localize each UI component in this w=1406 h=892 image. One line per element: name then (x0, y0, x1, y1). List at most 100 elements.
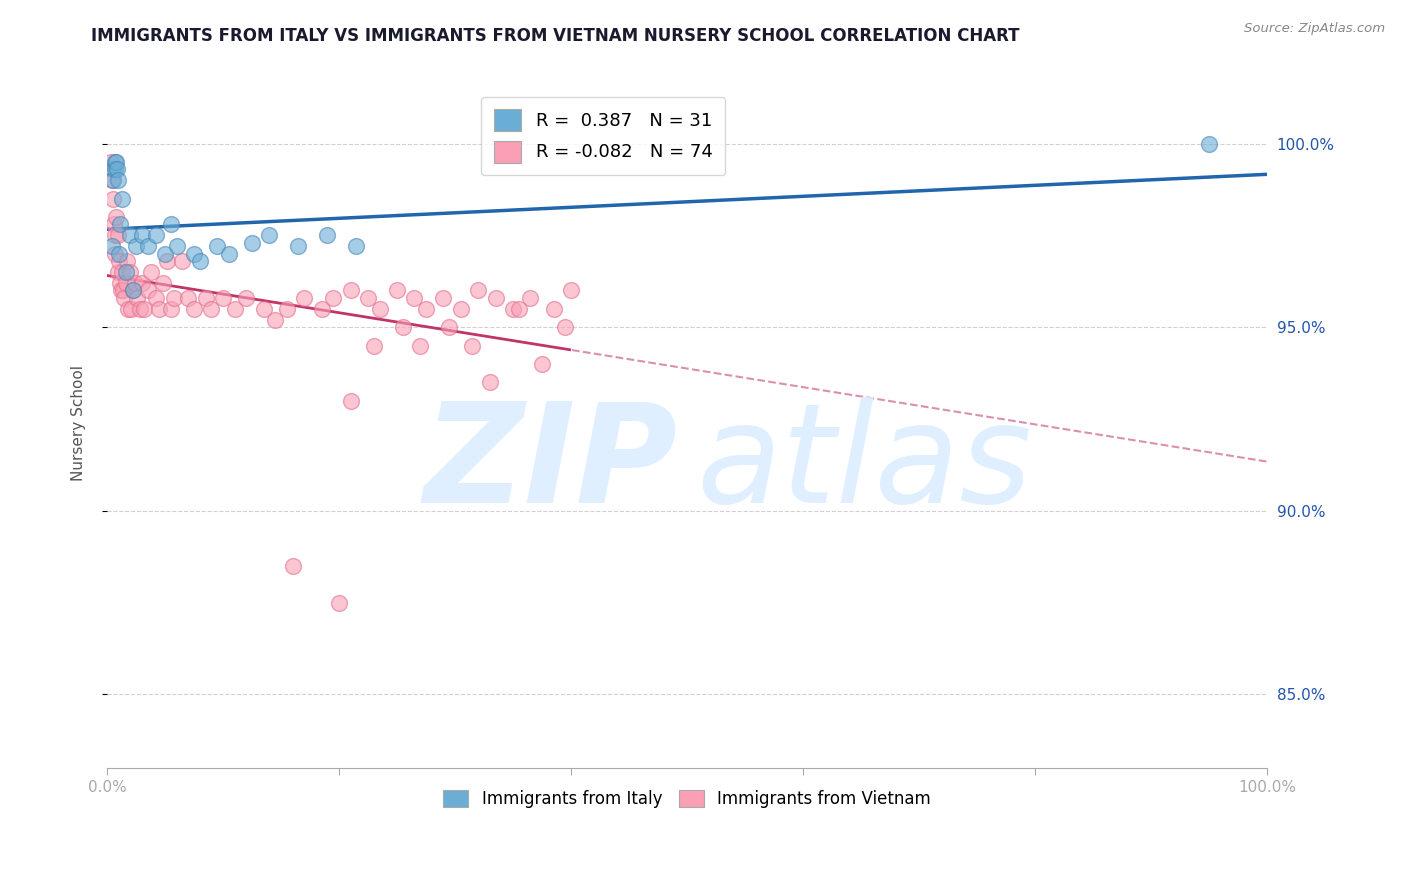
Point (1198, 136, 1220, 151)
Point (160, 301, 183, 316)
Point (108, 218, 131, 232)
Point (107, 265, 129, 279)
Point (107, 254, 129, 268)
Point (363, 338, 385, 352)
Point (485, 291, 508, 305)
Point (292, 291, 315, 305)
Point (107, 246, 129, 260)
Point (259, 228, 281, 243)
Point (105, 155, 128, 169)
Point (141, 265, 163, 279)
Point (104, 162, 127, 177)
Point (339, 393, 361, 408)
Point (194, 291, 217, 305)
Point (145, 228, 167, 243)
Point (392, 320, 415, 334)
Point (121, 284, 143, 298)
Point (166, 239, 188, 253)
Point (148, 301, 170, 316)
Point (136, 239, 159, 253)
Point (134, 301, 156, 316)
Point (100, 173, 122, 187)
Text: IMMIGRANTS FROM ITALY VS IMMIGRANTS FROM VIETNAM NURSERY SCHOOL CORRELATION CHAR: IMMIGRANTS FROM ITALY VS IMMIGRANTS FROM… (91, 27, 1019, 45)
Text: ZIP: ZIP (423, 397, 678, 532)
Point (160, 218, 183, 232)
Point (432, 291, 454, 305)
Point (235, 291, 257, 305)
Point (100, 155, 122, 169)
Point (461, 338, 484, 352)
Point (281, 558, 304, 573)
Point (409, 338, 432, 352)
Point (104, 155, 127, 169)
Point (224, 301, 246, 316)
Point (502, 301, 524, 316)
Point (120, 301, 142, 316)
Point (136, 284, 159, 298)
Point (104, 228, 127, 243)
Point (183, 301, 205, 316)
Point (101, 192, 124, 206)
Point (124, 276, 146, 290)
Point (328, 596, 350, 610)
Point (121, 284, 143, 298)
Point (287, 239, 309, 253)
Point (172, 254, 194, 268)
Point (156, 254, 179, 268)
Point (357, 291, 380, 305)
Point (311, 301, 333, 316)
Point (114, 291, 136, 305)
Point (478, 376, 501, 390)
Point (450, 301, 472, 316)
Point (200, 301, 222, 316)
Point (212, 291, 235, 305)
Text: atlas: atlas (696, 397, 1032, 532)
Text: Source: ZipAtlas.com: Source: ZipAtlas.com (1244, 22, 1385, 36)
Point (114, 265, 136, 279)
Point (112, 284, 135, 298)
Point (163, 291, 186, 305)
Point (107, 173, 129, 187)
Point (276, 301, 298, 316)
Point (103, 173, 125, 187)
Point (415, 301, 437, 316)
Point (339, 284, 361, 298)
Point (117, 301, 139, 316)
Point (560, 284, 582, 298)
Point (120, 228, 142, 243)
Point (183, 246, 205, 260)
Point (145, 291, 167, 305)
Point (128, 301, 150, 316)
Point (125, 239, 148, 253)
Point (111, 265, 134, 279)
Point (101, 162, 124, 177)
Point (111, 192, 134, 206)
Point (100, 239, 122, 253)
Point (531, 357, 554, 371)
Y-axis label: Nursery School: Nursery School (72, 365, 86, 481)
Point (105, 210, 128, 224)
Point (404, 291, 426, 305)
Point (104, 246, 127, 260)
Point (554, 320, 576, 334)
Point (322, 291, 344, 305)
Point (218, 246, 240, 260)
Point (108, 276, 131, 290)
Point (439, 320, 461, 334)
Point (127, 291, 149, 305)
Point (240, 235, 263, 250)
Legend: Immigrants from Italy, Immigrants from Vietnam: Immigrants from Italy, Immigrants from V… (437, 783, 938, 815)
Point (508, 301, 530, 316)
Point (131, 276, 153, 290)
Point (543, 301, 565, 316)
Point (207, 239, 229, 253)
Point (188, 254, 211, 268)
Point (368, 301, 391, 316)
Point (107, 228, 129, 243)
Point (110, 284, 132, 298)
Point (153, 246, 176, 260)
Point (114, 276, 136, 290)
Point (115, 254, 138, 268)
Point (385, 284, 408, 298)
Point (467, 284, 489, 298)
